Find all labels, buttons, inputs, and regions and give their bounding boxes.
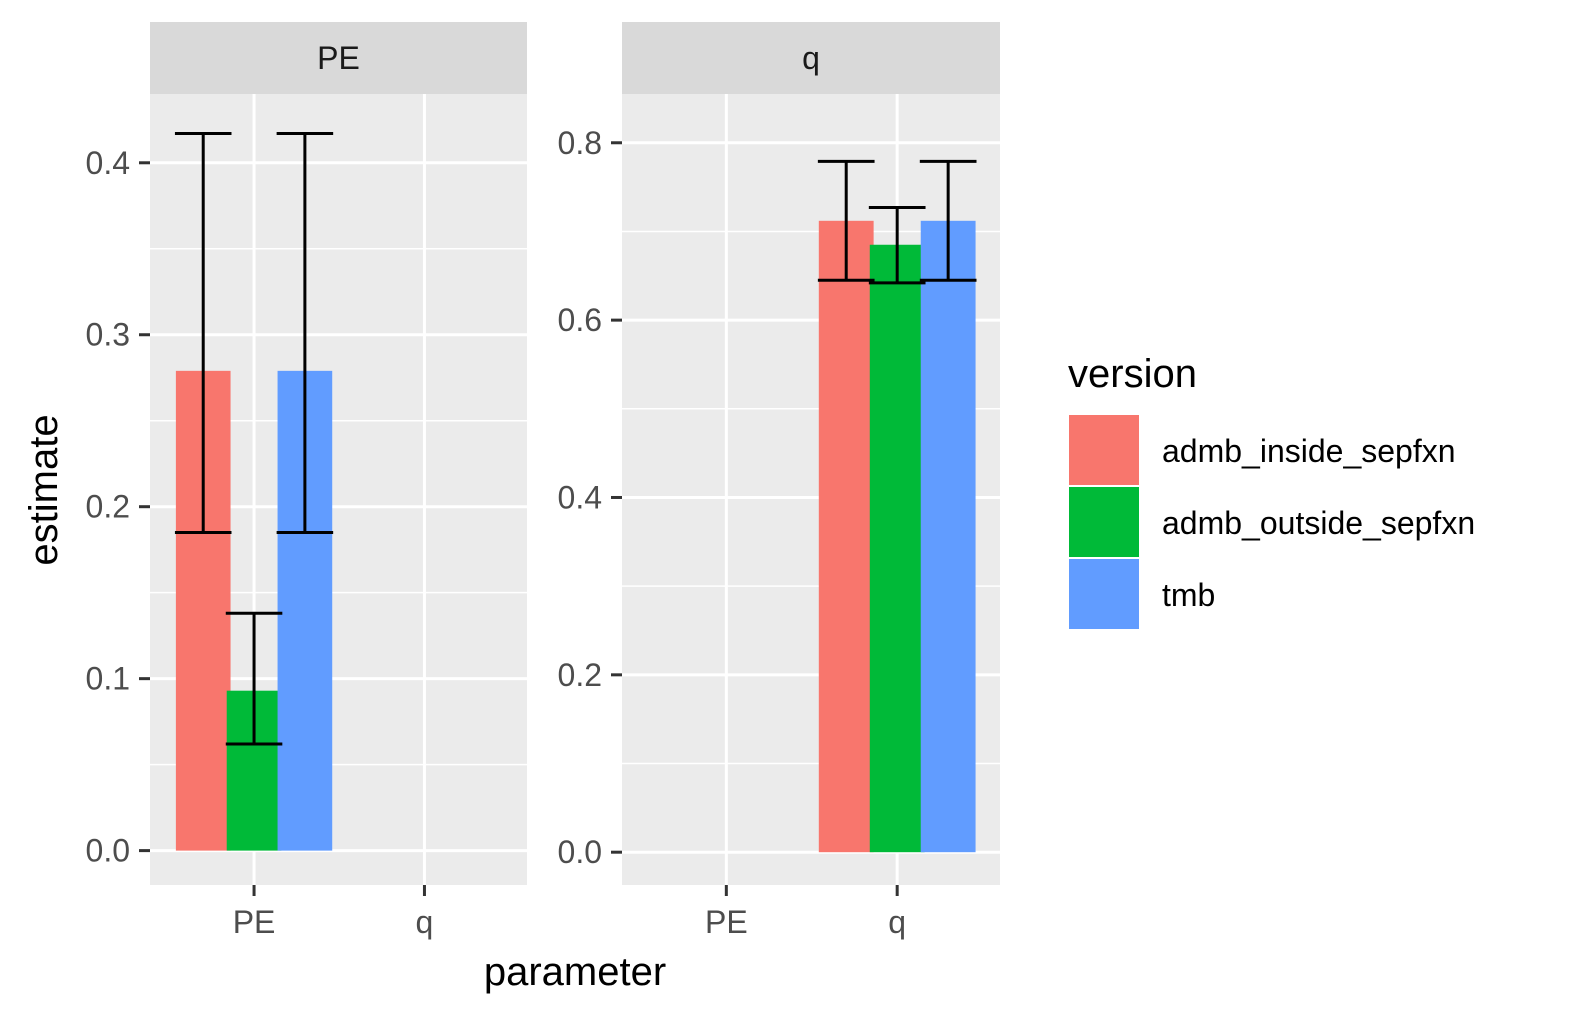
legend-label: admb_outside_sepfxn bbox=[1162, 505, 1475, 541]
y-tick-label: 0.0 bbox=[86, 833, 130, 869]
x-tick-label: PE bbox=[233, 904, 276, 940]
facet-strip-1 bbox=[622, 22, 1000, 94]
y-tick-label: 0.8 bbox=[558, 125, 602, 161]
x-axis-title: parameter bbox=[484, 950, 666, 994]
legend-key-admb_outside_sepfxn bbox=[1069, 487, 1139, 557]
y-tick-label: 0.2 bbox=[558, 657, 602, 693]
facet-strip-label: q bbox=[802, 40, 820, 76]
x-tick-label: PE bbox=[705, 904, 748, 940]
y-tick-label: 0.2 bbox=[86, 489, 130, 525]
x-tick-label: q bbox=[888, 904, 906, 940]
legend-key-admb_inside_sepfxn bbox=[1069, 415, 1139, 485]
bar-tmb bbox=[920, 220, 976, 853]
legend-key-tmb bbox=[1069, 559, 1139, 629]
legend-title: version bbox=[1068, 352, 1197, 396]
legend-label: admb_inside_sepfxn bbox=[1162, 433, 1456, 469]
bar-admb_inside_sepfxn bbox=[818, 220, 874, 853]
y-tick-label: 0.4 bbox=[86, 145, 130, 181]
y-tick-label: 0.1 bbox=[86, 661, 130, 697]
y-tick-label: 0.4 bbox=[558, 479, 602, 515]
y-tick-label: 0.6 bbox=[558, 302, 602, 338]
y-axis-title: estimate bbox=[22, 414, 66, 565]
bar-admb_outside_sepfxn bbox=[869, 244, 925, 853]
y-tick-label: 0.3 bbox=[86, 317, 130, 353]
facet-strip-label: PE bbox=[317, 40, 360, 76]
y-tick-label: 0.0 bbox=[558, 834, 602, 870]
legend-label: tmb bbox=[1162, 577, 1215, 613]
x-tick-label: q bbox=[416, 904, 434, 940]
facet-strip-0 bbox=[150, 22, 527, 94]
